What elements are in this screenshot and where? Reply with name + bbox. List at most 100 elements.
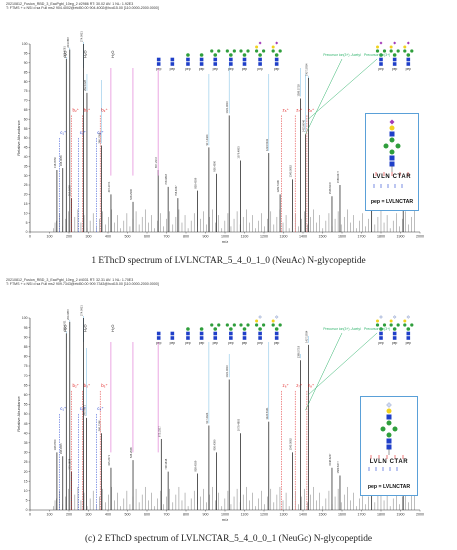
hexnac-square-icon: [379, 336, 383, 340]
neuac-diamond-icon: [406, 41, 410, 45]
neuac-diamond-icon: [379, 41, 383, 45]
glycopeptide-structure-inset-1: LVLN CTAR pep = LVLNCTAR: [365, 113, 419, 211]
fragment-ion-label: b₂⁺: [73, 108, 79, 113]
precursor-label: Precursor ion(3+): [364, 53, 390, 57]
peak-mz-label: 415.2071: [107, 181, 111, 192]
glycan-fragment-cartoon: [375, 315, 387, 340]
peak-mz-label: 657.2372: [154, 157, 158, 168]
y-tick-label: 100: [22, 316, 28, 320]
glycan-fragment-cartoon: [389, 315, 400, 340]
x-tick-label: 1400: [299, 235, 307, 239]
glycan-structure-diagram: [373, 119, 409, 188]
x-tick-label: 1000: [221, 513, 229, 517]
hexnac-square-icon: [242, 62, 247, 66]
precursor-connector-line: [308, 332, 378, 395]
y-tick-label: 85: [24, 70, 28, 74]
glycan-fragment-cartoon: [239, 49, 250, 66]
peak-mz-label: 204.0867: [66, 308, 70, 319]
pep-label: pep: [274, 67, 280, 71]
hexnac-square-icon: [392, 62, 397, 66]
fragment-ion-label: b₃⁺: [84, 383, 91, 388]
peak-mz-label: 1548.6247: [328, 453, 332, 466]
scan-header-line-2: T: FTMS + c NSI d sa Full ms2 909.7343@e…: [6, 282, 159, 287]
y-tick-label: 5: [26, 221, 28, 225]
mannose-circle-icon: [199, 327, 204, 331]
y-tick-label: 0: [26, 508, 28, 512]
mannose-circle-icon: [380, 426, 386, 432]
y-tick-label: 40: [24, 155, 28, 159]
fragment-ion-label: z₆⁺: [283, 383, 289, 388]
hexnac-square-icon: [379, 57, 383, 62]
x-tick-label: 100: [47, 235, 53, 239]
hexnac-square-icon: [386, 444, 392, 450]
y-tick-label: 55: [24, 403, 28, 407]
peak-mz-label: 415.2071: [107, 454, 111, 465]
mannose-circle-icon: [186, 327, 190, 331]
peak-mz-label: 528.2906: [129, 189, 133, 200]
peak-mz-label: 274.0921: [79, 305, 83, 316]
glycan-fragment-cartoon: [255, 41, 266, 66]
y-tick-label: 75: [24, 364, 28, 368]
x-tick-label: 1600: [338, 513, 346, 517]
x-tick-label: 600: [144, 235, 150, 239]
x-tick-label: 900: [203, 513, 209, 517]
pep-label: pep: [213, 341, 219, 345]
y-tick-label: 80: [24, 80, 28, 84]
pep-label: pep: [406, 341, 412, 345]
hexnac-square-icon: [389, 161, 395, 167]
hexnac-square-icon: [199, 331, 204, 336]
y-tick-label: 5: [26, 499, 28, 503]
mannose-circle-icon: [210, 323, 214, 327]
mannose-circle-icon: [242, 53, 247, 57]
hexnac-square-icon: [156, 57, 161, 62]
pep-label: pep: [156, 67, 162, 71]
hexnac-square-icon: [170, 336, 175, 340]
glycan-fragment-cartoon: [225, 323, 236, 340]
peak-mz-label: 366.1396: [97, 420, 101, 431]
hexnac-square-icon: [242, 57, 247, 62]
x-tick-label: 600: [144, 513, 150, 517]
x-tick-label: 1100: [241, 513, 249, 517]
x-tick-label: 1700: [358, 235, 366, 239]
x-tick-label: 100: [47, 513, 53, 517]
mannose-circle-icon: [410, 323, 414, 327]
pep-label: pep: [242, 341, 248, 345]
figure-caption-2: (c) 2 EThcD spectrum of LVLNCTAR_5_4_0_0…: [84, 534, 373, 544]
hexnac-square-icon: [213, 62, 218, 66]
peak-mz-label: 956.4390: [213, 160, 217, 171]
mannose-circle-icon: [382, 323, 387, 327]
precursor-label: Precursor ion(3+): [364, 327, 390, 331]
peak-mz-label: 138.0550: [53, 157, 57, 168]
y-tick-label: 30: [24, 451, 28, 455]
y-tick-label: 10: [24, 489, 28, 493]
peak-mz-label: 917.4424: [205, 412, 209, 423]
x-tick-label: 300: [86, 235, 92, 239]
fragment-ion-label: z₈⁺: [308, 383, 314, 388]
peptide-label: pep = LVLNCTAR: [367, 484, 411, 490]
x-tick-label: 1000: [221, 235, 229, 239]
fragment-ion-label: b₂⁺: [73, 383, 79, 388]
mannose-circle-icon: [232, 49, 236, 53]
galactose-circle-icon: [386, 408, 392, 414]
glycan-fragment-cartoon: [210, 49, 221, 66]
y-tick-label: 70: [24, 374, 28, 378]
mannose-circle-icon: [274, 327, 279, 331]
x-tick-label: 900: [203, 235, 209, 239]
x-axis-label: m/z: [222, 239, 228, 244]
y-tick-label: 50: [24, 412, 28, 416]
mannose-circle-icon: [379, 53, 383, 57]
x-tick-label: 1500: [319, 513, 327, 517]
peak-mz-label: 1021.4610: [225, 101, 229, 114]
y-tick-label: 50: [24, 136, 28, 140]
precursor-connector-line: [308, 58, 378, 120]
mannose-circle-icon: [389, 49, 393, 53]
pep-label: pep: [392, 341, 398, 345]
y-tick-label: 60: [24, 393, 28, 397]
y-tick-label: 65: [24, 383, 28, 387]
mannose-circle-icon: [242, 327, 247, 331]
y-tick-label: 80: [24, 355, 28, 359]
peak-mz-label: 213.1598: [68, 458, 72, 469]
hexnac-square-icon: [406, 62, 411, 66]
x-tick-label: 1800: [377, 513, 385, 517]
fragment-ion-label: c₁⁺: [60, 130, 66, 135]
